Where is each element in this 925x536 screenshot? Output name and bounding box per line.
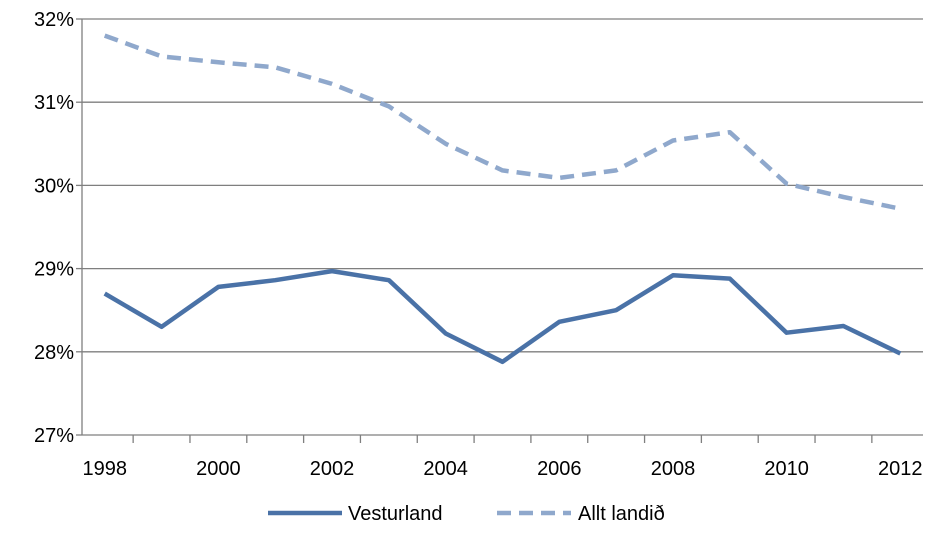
y-tick-label: 28% <box>34 342 74 364</box>
axes <box>81 19 923 436</box>
legend: Vesturland Allt landið <box>268 503 665 525</box>
y-tick-label: 32% <box>34 9 74 31</box>
series-lines <box>103 33 902 365</box>
x-tick-label: 2010 <box>764 458 809 480</box>
x-tick-label: 2008 <box>651 458 696 480</box>
x-tick-label: 2006 <box>537 458 582 480</box>
series-line-allt-landid <box>103 33 901 211</box>
y-tick-label: 27% <box>34 425 74 447</box>
gridlines <box>82 18 923 353</box>
x-tick-label: 1998 <box>82 458 127 480</box>
x-tick-label: 2004 <box>423 458 468 480</box>
legend-label: Vesturland <box>348 503 443 525</box>
y-axis-ticks: 27% 28% 29% 30% 31% 32% <box>34 9 82 447</box>
x-tick-label: 2012 <box>878 458 923 480</box>
x-tick-label: 2002 <box>310 458 355 480</box>
y-tick-label: 30% <box>34 175 74 197</box>
x-tick-label: 2000 <box>196 458 241 480</box>
y-tick-label: 31% <box>34 92 74 114</box>
y-tick-label: 29% <box>34 259 74 281</box>
legend-label: Allt landið <box>578 503 665 525</box>
series-line-vesturland <box>103 268 902 365</box>
x-axis-ticks: 1998 2000 2002 2004 2006 2008 2010 2012 <box>82 435 923 480</box>
